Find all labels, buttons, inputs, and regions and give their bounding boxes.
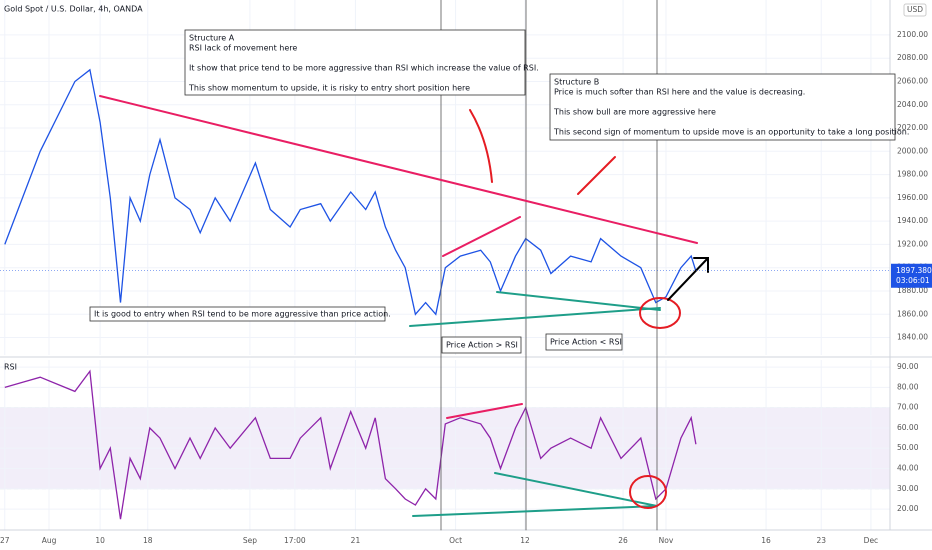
trend-line bbox=[99, 95, 698, 244]
note-box bbox=[89, 306, 386, 322]
pane-title: RSI bbox=[4, 363, 17, 372]
x-tick-label: 18 bbox=[143, 536, 153, 545]
x-tick-label: Sep bbox=[243, 536, 257, 545]
note-text: Price is much softer than RSI here and t… bbox=[554, 88, 805, 97]
currency-box[interactable] bbox=[903, 3, 927, 17]
y-tick-label: 90.00 bbox=[897, 362, 919, 371]
note-text: Structure A bbox=[189, 34, 235, 43]
trend-line bbox=[446, 403, 523, 419]
note-text: Price Action < RSI bbox=[550, 338, 622, 347]
brush-stroke bbox=[469, 109, 493, 183]
x-tick-label: 16 bbox=[761, 536, 771, 545]
symbol-title: Gold Spot / U.S. Dollar, 4h, OANDA bbox=[4, 5, 143, 14]
y-tick-label: 60.00 bbox=[897, 423, 919, 432]
y-tick-label: 70.00 bbox=[897, 403, 919, 412]
note-text: This second sign of momentum to upside m… bbox=[553, 128, 909, 137]
y-tick-label: 40.00 bbox=[897, 464, 919, 473]
y-tick-label: 2040.00 bbox=[897, 100, 928, 109]
note-text: This show bull are more aggressive here bbox=[553, 108, 716, 117]
trend-line bbox=[494, 472, 658, 507]
y-tick-label: 1940.00 bbox=[897, 216, 928, 225]
y-tick-label: 1840.00 bbox=[897, 333, 928, 342]
notes: Structure A RSI lack of movement here It… bbox=[89, 29, 909, 354]
note-text: It show that price tend to be more aggre… bbox=[189, 64, 539, 73]
y-tick-label: 2100.00 bbox=[897, 30, 928, 39]
note-box bbox=[441, 336, 522, 354]
y-tick-label: 80.00 bbox=[897, 382, 919, 391]
last-price-tag bbox=[891, 263, 932, 288]
y-tick-label: 1860.00 bbox=[897, 309, 928, 318]
note-box bbox=[549, 73, 896, 141]
series-line bbox=[4, 68, 697, 316]
currency: USD bbox=[907, 5, 923, 14]
trend-line bbox=[409, 307, 661, 327]
drawings bbox=[99, 0, 709, 531]
y-tick-label: 1880.00 bbox=[897, 286, 928, 295]
plots bbox=[4, 68, 697, 520]
x-tick-label: Oct bbox=[449, 536, 462, 545]
note-box bbox=[545, 333, 623, 351]
arrow bbox=[667, 257, 709, 301]
brush-stroke bbox=[577, 156, 616, 195]
y-tick-label: 30.00 bbox=[897, 484, 919, 493]
note-text: This show momentum to upside, it is risk… bbox=[188, 84, 470, 93]
trend-line bbox=[442, 216, 521, 257]
y-tick-label: 50.00 bbox=[897, 443, 919, 452]
circle bbox=[639, 297, 681, 329]
trend-line bbox=[412, 505, 658, 517]
circle bbox=[629, 475, 667, 509]
x-tick-label: 17:00 bbox=[284, 536, 306, 545]
countdown: 03:06:01 bbox=[896, 276, 930, 285]
y-tick-label: 1980.00 bbox=[897, 170, 928, 179]
y-tick-label: 2020.00 bbox=[897, 123, 928, 132]
note-text: RSI lack of movement here bbox=[189, 44, 297, 53]
series-line bbox=[4, 369, 697, 520]
note-text: Price Action > RSI bbox=[446, 341, 518, 350]
y-tick-label: 2080.00 bbox=[897, 53, 928, 62]
x-tick-label: Nov bbox=[659, 536, 674, 545]
x-tick-label: 12 bbox=[520, 536, 530, 545]
x-tick-label: 27 bbox=[0, 536, 10, 545]
x-tick-label: 23 bbox=[816, 536, 826, 545]
grid bbox=[0, 0, 890, 530]
note-box bbox=[184, 29, 526, 96]
note-text: It is good to entry when RSI tend to be … bbox=[94, 310, 391, 319]
y-tick-label: 1920.00 bbox=[897, 239, 928, 248]
y-tick-label: 2060.00 bbox=[897, 76, 928, 85]
x-tick-label: 10 bbox=[95, 536, 105, 545]
last-price: 1897.380 bbox=[896, 266, 932, 275]
y-tick-label: 1960.00 bbox=[897, 193, 928, 202]
x-tick-label: Dec bbox=[864, 536, 879, 545]
x-tick-label: 26 bbox=[618, 536, 628, 545]
trend-line bbox=[496, 291, 661, 311]
note-text: Structure B bbox=[554, 78, 599, 87]
y-tick-label: 2000.00 bbox=[897, 146, 928, 155]
y-tick-label: 20.00 bbox=[897, 504, 919, 513]
x-tick-label: Aug bbox=[42, 536, 57, 545]
x-tick-label: 21 bbox=[351, 536, 361, 545]
